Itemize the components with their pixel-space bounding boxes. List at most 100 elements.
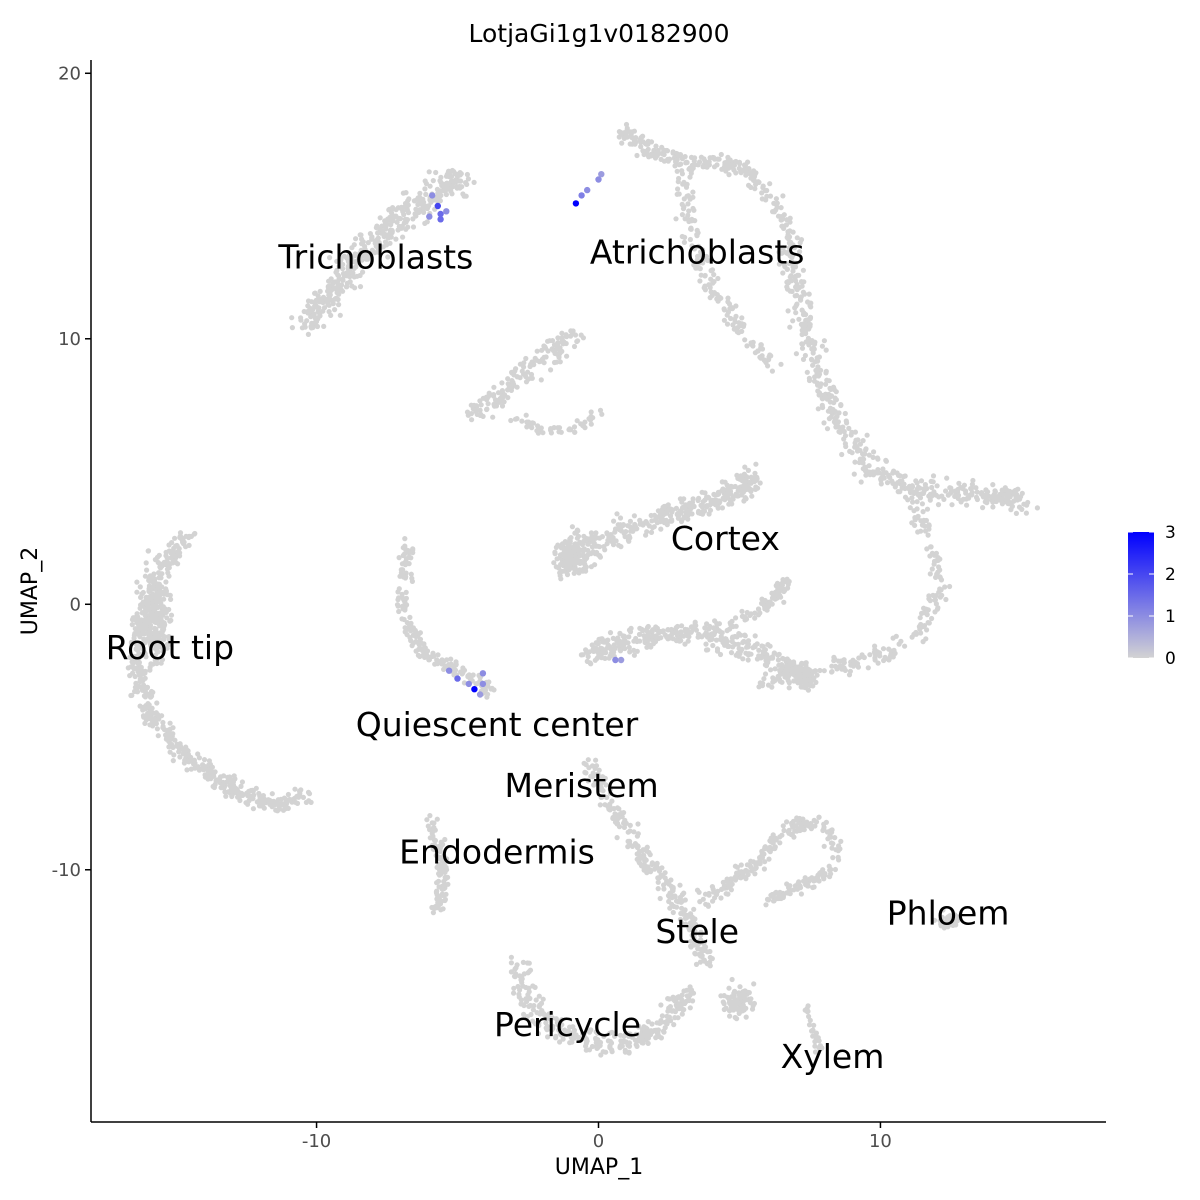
- cell-point: [155, 726, 160, 731]
- cell-point: [654, 1028, 659, 1033]
- cell-point: [671, 997, 676, 1002]
- cell-point: [700, 503, 705, 508]
- cell-point: [625, 135, 630, 140]
- cell-point: [665, 996, 670, 1001]
- cell-point: [400, 223, 405, 228]
- cell-point: [754, 860, 759, 865]
- cell-point: [895, 470, 900, 475]
- cell-point: [685, 160, 690, 165]
- cell-point: [394, 207, 399, 212]
- cell-point: [539, 377, 544, 382]
- cell-point: [402, 544, 407, 549]
- cell-point: [423, 192, 428, 197]
- cell-point: [621, 810, 626, 815]
- cell-point: [562, 560, 567, 565]
- cell-point: [753, 182, 758, 187]
- cell-point: [163, 579, 168, 584]
- cell-point: [644, 846, 649, 851]
- cell-point: [618, 522, 623, 527]
- cell-point: [375, 230, 380, 235]
- cell-point: [754, 865, 759, 870]
- cell-point: [437, 873, 442, 878]
- cell-point: [747, 990, 752, 995]
- cell-point: [658, 527, 663, 532]
- cell-point: [592, 562, 597, 567]
- cell-point: [669, 902, 674, 907]
- cell-point: [751, 168, 756, 173]
- cell-point: [691, 496, 696, 501]
- cell-point: [786, 831, 791, 836]
- cell-point: [932, 553, 937, 558]
- color-legend: 0123: [1128, 523, 1176, 669]
- cluster-points: [508, 408, 604, 436]
- cell-point: [147, 668, 152, 673]
- cell-point: [417, 195, 422, 200]
- cell-point: [183, 758, 188, 763]
- cell-point: [608, 630, 613, 635]
- cell-point: [147, 722, 152, 727]
- cell-point: [704, 647, 709, 652]
- cell-point: [694, 962, 699, 967]
- cell-point: [830, 855, 835, 860]
- cell-point: [882, 475, 887, 480]
- cell-point: [787, 685, 792, 690]
- cell-point: [139, 591, 144, 596]
- cell-point: [919, 478, 924, 483]
- cell-point: [396, 604, 401, 609]
- cell-point: [800, 308, 805, 313]
- y-tick-label: 10: [58, 329, 81, 350]
- cell-point: [670, 888, 675, 893]
- cell-point: [865, 433, 870, 438]
- cell-point: [911, 508, 916, 513]
- cell-point: [141, 713, 146, 718]
- cell-point: [639, 856, 644, 861]
- cell-point: [902, 644, 907, 649]
- cell-point: [168, 742, 173, 747]
- cell-point: [808, 315, 813, 320]
- cell-point: [947, 485, 952, 490]
- cell-point: [681, 496, 686, 501]
- cell-point: [457, 185, 462, 190]
- cell-point: [593, 530, 598, 535]
- expressing-cell-point: [573, 200, 579, 206]
- cell-point: [314, 319, 319, 324]
- cell-point: [931, 479, 936, 484]
- cell-point: [723, 168, 728, 173]
- cell-point: [746, 651, 751, 656]
- cell-point: [713, 493, 718, 498]
- cell-point: [817, 372, 822, 377]
- cell-point: [980, 505, 985, 510]
- cell-point: [745, 610, 750, 615]
- cell-point: [752, 616, 757, 621]
- cell-point: [710, 643, 715, 648]
- cell-point: [170, 725, 175, 730]
- cell-point: [144, 560, 149, 565]
- cell-point: [499, 380, 504, 385]
- cluster-points: [718, 977, 757, 1021]
- cell-point: [658, 635, 663, 640]
- cell-point: [317, 313, 322, 318]
- cell-point: [744, 170, 749, 175]
- cell-point: [820, 344, 825, 349]
- cell-point: [641, 149, 646, 154]
- cell-point: [660, 507, 665, 512]
- y-tick-label: 0: [70, 594, 81, 615]
- cell-point: [666, 880, 671, 885]
- cell-point: [165, 735, 170, 740]
- cell-point: [567, 426, 572, 431]
- cell-point: [565, 548, 570, 553]
- cell-point: [389, 211, 394, 216]
- cell-point: [693, 951, 698, 956]
- cell-point: [395, 589, 400, 594]
- cell-point: [829, 415, 834, 420]
- cell-point: [420, 205, 425, 210]
- cell-point: [737, 1010, 742, 1015]
- cell-point: [772, 846, 777, 851]
- cell-point: [802, 821, 807, 826]
- cell-point: [773, 666, 778, 671]
- cell-point: [403, 190, 408, 195]
- cell-point: [711, 501, 716, 506]
- cell-point: [733, 877, 738, 882]
- cell-point: [575, 418, 580, 423]
- cell-point: [159, 584, 164, 589]
